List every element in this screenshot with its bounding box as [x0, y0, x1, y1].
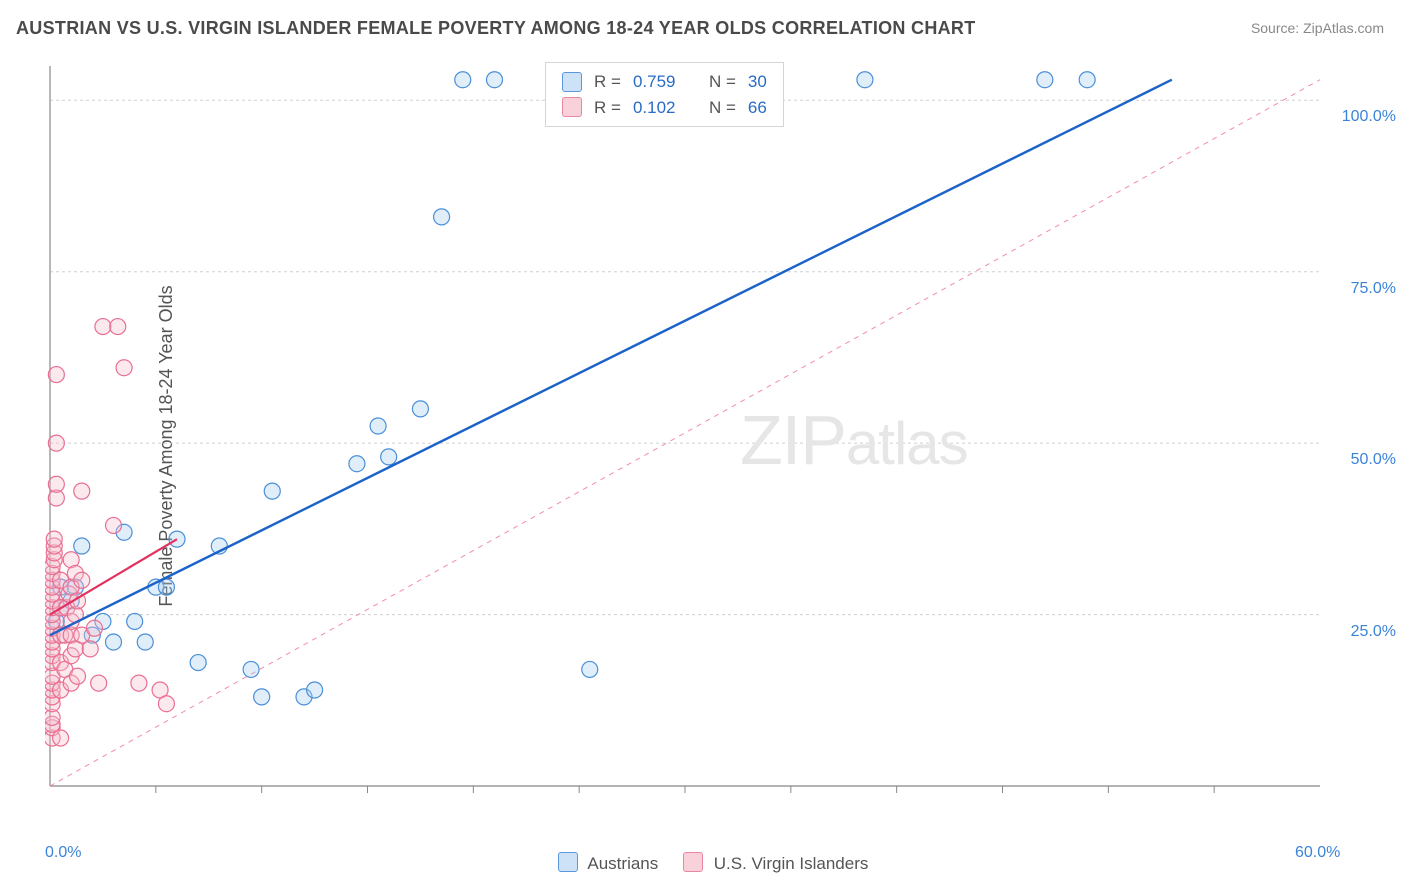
swatch-austrians [562, 72, 582, 92]
scatter-chart [45, 60, 1380, 826]
y-tick-label: 25.0% [1351, 623, 1396, 641]
source-attribution: Source: ZipAtlas.com [1251, 20, 1384, 36]
austrians-n-value: 30 [748, 69, 767, 95]
chart-title: AUSTRIAN VS U.S. VIRGIN ISLANDER FEMALE … [16, 18, 976, 39]
legend-label-usvi: U.S. Virgin Islanders [714, 854, 869, 873]
legend-label-austrians: Austrians [587, 854, 658, 873]
x-tick-label-max: 60.0% [1295, 844, 1340, 862]
correlation-row-austrians: R = 0.759 N = 30 [562, 69, 767, 95]
correlation-box: R = 0.759 N = 30 R = 0.102 N = 66 [545, 62, 784, 127]
y-tick-label: 50.0% [1351, 451, 1396, 469]
legend-swatch-usvi [683, 852, 703, 872]
usvi-n-value: 66 [748, 95, 767, 121]
n-label: N = [709, 69, 736, 95]
r-label: R = [594, 69, 621, 95]
usvi-r-value: 0.102 [633, 95, 676, 121]
r-label: R = [594, 95, 621, 121]
y-tick-label: 100.0% [1342, 108, 1396, 126]
austrians-r-value: 0.759 [633, 69, 676, 95]
y-tick-label: 75.0% [1351, 280, 1396, 298]
plot-area [45, 60, 1380, 826]
correlation-row-usvi: R = 0.102 N = 66 [562, 95, 767, 121]
swatch-usvi [562, 97, 582, 117]
x-tick-label-min: 0.0% [45, 844, 81, 862]
legend-swatch-austrians [558, 852, 578, 872]
legend: Austrians U.S. Virgin Islanders [0, 852, 1406, 874]
n-label: N = [709, 95, 736, 121]
